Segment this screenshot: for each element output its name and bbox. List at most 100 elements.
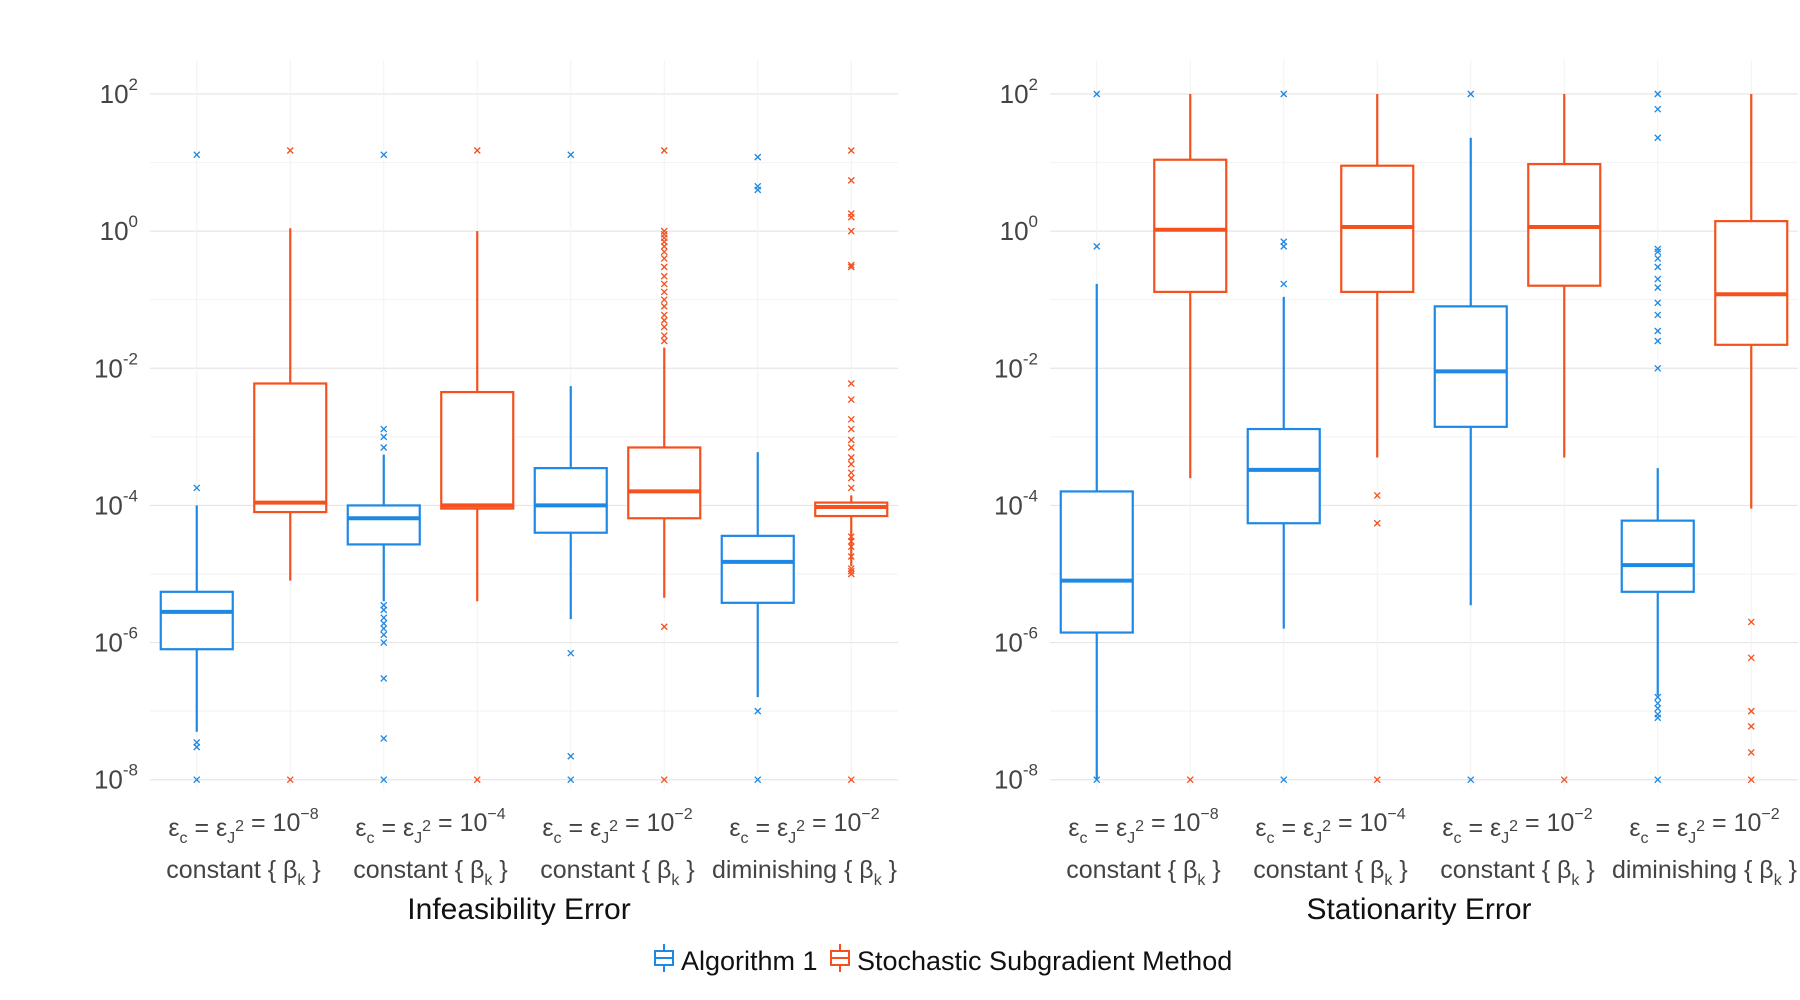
- category-label-line1-part: = ε: [188, 814, 228, 842]
- outlier-point: [847, 396, 855, 404]
- outlier-point: [193, 151, 201, 159]
- outlier-point: [660, 280, 668, 288]
- category-label-line1-part: ε: [1442, 814, 1453, 842]
- outlier-stroke: [847, 474, 855, 482]
- y-tick-base: 10: [1000, 216, 1029, 246]
- series-algorithm-1: [1059, 90, 1695, 784]
- category-label-line2-part: }: [1205, 856, 1220, 884]
- y-tick-exp: -6: [1023, 624, 1038, 643]
- category-label-line2-part: }: [305, 856, 320, 884]
- outlier-point: [1654, 327, 1662, 335]
- legend-item: Stochastic Subgradient Method: [830, 944, 1232, 976]
- outlier-point: [1654, 254, 1662, 262]
- box: [1059, 490, 1134, 634]
- category-label-line1-part: ε: [168, 814, 179, 842]
- outlier-stroke: [380, 433, 388, 441]
- outlier-stroke: [567, 151, 575, 159]
- category-label-line1-part: J: [1314, 830, 1322, 847]
- outlier-point: [567, 649, 575, 657]
- category-label-line1-part: ε: [1255, 814, 1266, 842]
- outlier-stroke: [847, 436, 855, 444]
- outlier-stroke: [1654, 776, 1662, 784]
- outlier-stroke: [380, 619, 388, 627]
- outlier-stroke: [847, 415, 855, 423]
- category-label-line1-part: c: [180, 830, 188, 847]
- box: [1246, 427, 1321, 525]
- box: [1714, 220, 1789, 346]
- category-label-line1-part: −4: [1387, 806, 1405, 823]
- outlier-stroke: [847, 147, 855, 154]
- y-tick-base: 10: [94, 490, 123, 520]
- outlier-stroke: [847, 460, 855, 468]
- outlier-stroke: [847, 565, 855, 573]
- outlier-stroke: [380, 734, 388, 742]
- outlier-point: [1280, 776, 1288, 784]
- category-label-line1-part: = ε: [375, 814, 415, 842]
- y-tick-base: 10: [94, 628, 123, 658]
- outlier-point: [567, 151, 575, 159]
- outlier-stroke: [567, 752, 575, 760]
- category-label-line1-part: = ε: [1088, 814, 1128, 842]
- outlier-stroke: [847, 444, 855, 451]
- y-tick-label: 100: [100, 212, 138, 246]
- outlier-stroke: [660, 316, 668, 324]
- outlier-stroke: [380, 601, 388, 609]
- outlier-stroke: [847, 454, 855, 461]
- outlier-stroke: [847, 776, 855, 784]
- outlier-point: [660, 296, 668, 304]
- outlier-point: [1280, 90, 1288, 98]
- category-label-line2-part: }: [679, 856, 694, 884]
- box-plot: [1433, 90, 1508, 784]
- outlier-point: [380, 639, 388, 647]
- box-plot: [159, 151, 234, 784]
- category-label-line2-part: constant { β: [1253, 856, 1384, 884]
- outlier-stroke: [1654, 263, 1662, 271]
- outlier-stroke: [754, 153, 762, 161]
- category-label-line2-part: k: [1197, 872, 1206, 889]
- outlier-point: [1373, 776, 1381, 784]
- box: [346, 504, 421, 546]
- outlier-stroke: [1280, 280, 1288, 288]
- category-label-line2-part: k: [671, 872, 680, 889]
- outlier-stroke: [193, 738, 201, 746]
- y-tick-exp: -4: [123, 486, 138, 505]
- category-label-line1-part: = 10: [1705, 809, 1761, 837]
- y-tick-base: 10: [994, 765, 1023, 795]
- category-label-line1-part: ε: [729, 814, 740, 842]
- y-tick-base: 10: [100, 79, 129, 109]
- outlier-point: [847, 444, 855, 451]
- outlier-stroke: [380, 639, 388, 647]
- y-tick-label: 102: [1000, 75, 1038, 109]
- outlier-stroke: [847, 263, 855, 271]
- outlier-point: [1654, 337, 1662, 345]
- outlier-point: [1654, 693, 1662, 701]
- outlier-stroke: [473, 776, 481, 784]
- outlier-point: [660, 337, 668, 345]
- outlier-point: [1747, 722, 1755, 730]
- outlier-point: [473, 147, 481, 154]
- outlier-point: [660, 323, 668, 331]
- category-label-line2-part: k: [1384, 872, 1393, 889]
- outlier-point: [1373, 491, 1381, 499]
- box: [1153, 158, 1228, 294]
- category-label-line1-part: c: [554, 830, 562, 847]
- outlier-point: [847, 436, 855, 444]
- y-tick-label: 10-2: [994, 349, 1038, 383]
- category-label-line2-part: diminishing { β: [712, 856, 874, 884]
- outlier-point: [380, 601, 388, 609]
- outlier-point: [1654, 263, 1662, 271]
- box: [253, 382, 328, 514]
- legend-label: Stochastic Subgradient Method: [857, 946, 1232, 976]
- outlier-stroke: [1654, 704, 1662, 712]
- category-label-line2: constant { βk }: [1440, 856, 1594, 889]
- y-tick-label: 10-6: [994, 624, 1038, 658]
- category-label-line1-part: c: [741, 830, 749, 847]
- box: [814, 501, 889, 518]
- outlier-point: [660, 147, 668, 154]
- outlier-stroke: [660, 227, 668, 235]
- y-tick-label: 10-8: [94, 761, 138, 795]
- outlier-stroke: [660, 280, 668, 288]
- outlier-stroke: [660, 311, 668, 319]
